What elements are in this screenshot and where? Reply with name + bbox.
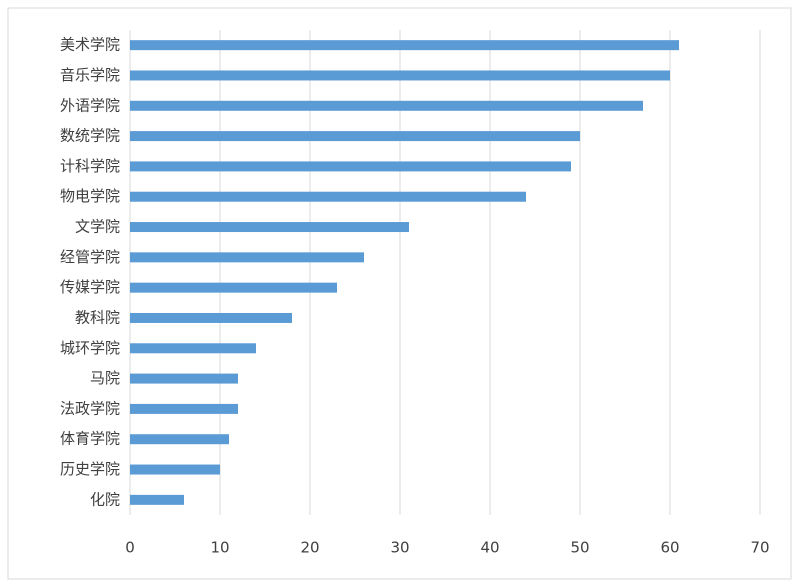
y-tick-label: 体育学院 (60, 430, 120, 448)
bar (130, 40, 679, 51)
y-tick-label: 经管学院 (60, 248, 120, 266)
y-tick-label: 历史学院 (60, 460, 120, 478)
bar (130, 403, 238, 414)
bar (130, 494, 184, 505)
x-tick-label: 10 (210, 539, 229, 557)
y-tick-label: 文学院 (75, 218, 120, 236)
bar (130, 191, 526, 202)
y-tick-label: 城环学院 (60, 339, 120, 357)
bar (130, 373, 238, 384)
x-tick-label: 20 (300, 539, 319, 557)
y-tick-label: 计科学院 (60, 157, 120, 175)
y-tick-label: 数统学院 (60, 127, 120, 145)
y-tick-label: 马院 (90, 369, 120, 387)
y-tick-label: 法政学院 (60, 399, 120, 417)
x-tick-label: 60 (660, 539, 679, 557)
bar (130, 252, 364, 263)
bar (130, 222, 409, 233)
bar (130, 100, 643, 111)
x-tick-label: 40 (480, 539, 499, 557)
x-tick-label: 50 (570, 539, 589, 557)
x-tick-label: 0 (125, 539, 135, 557)
bar (130, 434, 229, 445)
bar (130, 131, 580, 142)
y-tick-label: 外语学院 (60, 96, 120, 114)
bar (130, 343, 256, 354)
bar (130, 161, 571, 172)
x-tick-label: 30 (390, 539, 409, 557)
y-tick-label: 教科院 (75, 308, 120, 326)
bar (130, 70, 670, 81)
y-tick-label: 化院 (90, 490, 120, 508)
bar (130, 464, 220, 475)
x-tick-label: 70 (750, 539, 769, 557)
y-tick-label: 音乐学院 (60, 66, 120, 84)
y-tick-label: 美术学院 (60, 36, 120, 54)
bar (130, 312, 292, 323)
y-tick-label: 物电学院 (60, 187, 120, 205)
bar (130, 282, 337, 293)
y-tick-label: 传媒学院 (60, 278, 120, 296)
